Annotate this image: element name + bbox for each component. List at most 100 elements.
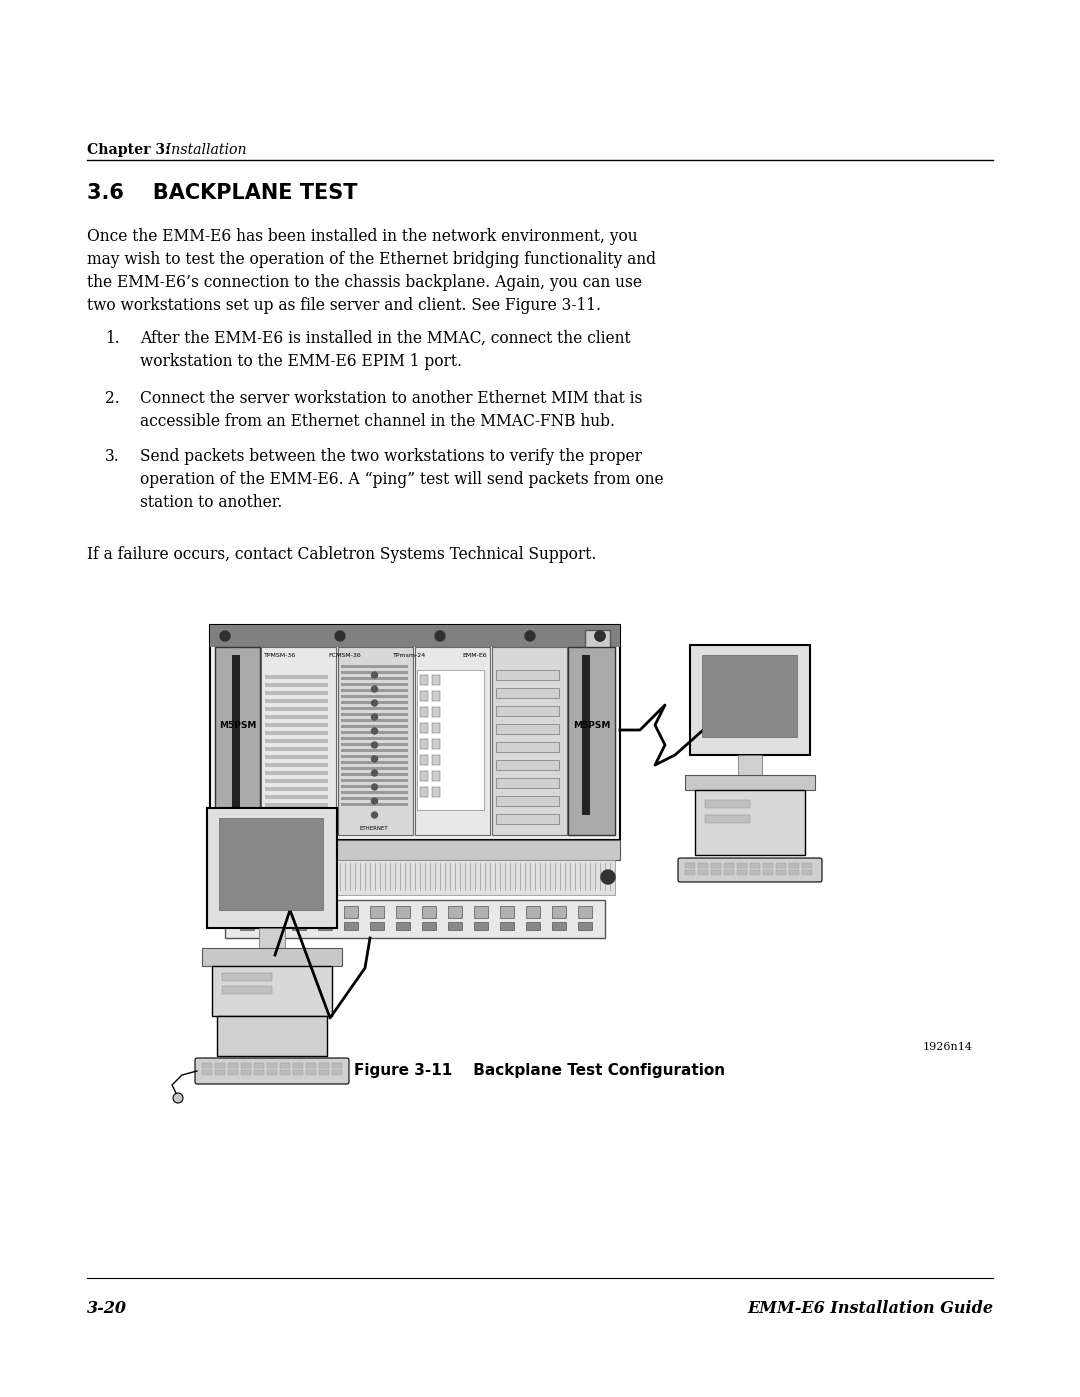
Text: ETHERNET: ETHERNET	[275, 826, 303, 831]
Circle shape	[372, 742, 378, 747]
Bar	[225, 900, 605, 937]
Bar	[292, 922, 306, 930]
Bar	[240, 907, 254, 918]
Bar	[698, 870, 708, 875]
Bar	[259, 928, 285, 949]
Bar	[737, 870, 747, 875]
Bar	[420, 754, 428, 766]
Bar	[265, 819, 328, 823]
Text: 1926n14: 1926n14	[923, 1042, 973, 1052]
Bar	[265, 771, 328, 775]
Circle shape	[435, 631, 445, 641]
Bar	[341, 719, 408, 722]
Bar	[215, 647, 260, 835]
Bar	[496, 671, 559, 680]
Bar	[254, 1070, 264, 1076]
Bar	[341, 798, 408, 800]
Bar	[228, 1063, 238, 1067]
Circle shape	[372, 756, 378, 761]
Bar	[724, 863, 734, 868]
Circle shape	[372, 798, 378, 805]
Bar	[210, 840, 620, 861]
Text: If a failure occurs, contact Cabletron Systems Technical Support.: If a failure occurs, contact Cabletron S…	[87, 546, 596, 563]
Bar	[265, 675, 328, 679]
Bar	[318, 922, 332, 930]
Bar	[345, 922, 357, 930]
Bar	[265, 747, 328, 752]
Circle shape	[215, 870, 229, 884]
Bar	[420, 739, 428, 749]
Bar	[585, 630, 610, 659]
Bar	[341, 749, 408, 752]
Bar	[341, 689, 408, 692]
Bar	[267, 1063, 276, 1067]
Bar	[698, 863, 708, 868]
Text: Send packets between the two workstations to verify the proper
operation of the : Send packets between the two workstation…	[140, 448, 663, 511]
Bar	[496, 760, 559, 770]
Bar	[396, 907, 410, 918]
Bar	[341, 683, 408, 686]
Bar	[578, 922, 592, 930]
Bar	[711, 870, 721, 875]
Bar	[750, 863, 760, 868]
Bar	[420, 707, 428, 717]
Bar	[711, 863, 721, 868]
Bar	[496, 724, 559, 733]
Bar	[222, 986, 272, 995]
Text: Figure 3-11    Backplane Test Configuration: Figure 3-11 Backplane Test Configuration	[354, 1063, 726, 1078]
Bar	[207, 807, 337, 928]
Bar	[341, 767, 408, 770]
Bar	[265, 715, 328, 719]
Bar	[265, 683, 328, 687]
Bar	[802, 863, 812, 868]
Bar	[422, 922, 436, 930]
Bar	[265, 707, 328, 711]
FancyBboxPatch shape	[678, 858, 822, 882]
Bar	[241, 1063, 251, 1067]
Bar	[306, 1063, 316, 1067]
Text: Installation: Installation	[161, 142, 246, 156]
Text: 1.: 1.	[105, 330, 120, 346]
Bar	[582, 655, 590, 814]
Bar	[370, 907, 384, 918]
Bar	[212, 965, 332, 1016]
Bar	[341, 678, 408, 680]
Circle shape	[372, 728, 378, 733]
Circle shape	[372, 714, 378, 719]
Text: FCMSM-36: FCMSM-36	[328, 652, 362, 658]
Bar	[332, 1063, 342, 1067]
Bar	[217, 1016, 327, 1056]
Bar	[265, 692, 328, 694]
Bar	[228, 1070, 238, 1076]
Bar	[306, 1070, 316, 1076]
Bar	[341, 754, 408, 759]
Bar	[341, 761, 408, 764]
Bar	[341, 701, 408, 704]
Bar	[705, 814, 750, 823]
Bar	[432, 754, 440, 766]
Bar	[702, 655, 797, 738]
Bar	[215, 1063, 225, 1067]
Bar	[266, 922, 280, 930]
Text: 3-20: 3-20	[87, 1301, 127, 1317]
Bar	[293, 1063, 303, 1067]
Bar	[432, 724, 440, 733]
Bar	[789, 870, 799, 875]
Bar	[496, 742, 559, 752]
Bar	[318, 907, 332, 918]
Bar	[267, 1070, 276, 1076]
Bar	[341, 665, 408, 668]
Text: 2.: 2.	[105, 390, 120, 407]
Bar	[432, 771, 440, 781]
Bar	[420, 724, 428, 733]
Circle shape	[335, 631, 345, 641]
Bar	[210, 624, 620, 840]
Bar	[500, 907, 514, 918]
Bar	[415, 647, 490, 835]
Bar	[737, 863, 747, 868]
Bar	[420, 787, 428, 798]
Bar	[280, 1063, 291, 1067]
Bar	[222, 972, 272, 981]
Bar	[341, 707, 408, 710]
Bar	[332, 1070, 342, 1076]
